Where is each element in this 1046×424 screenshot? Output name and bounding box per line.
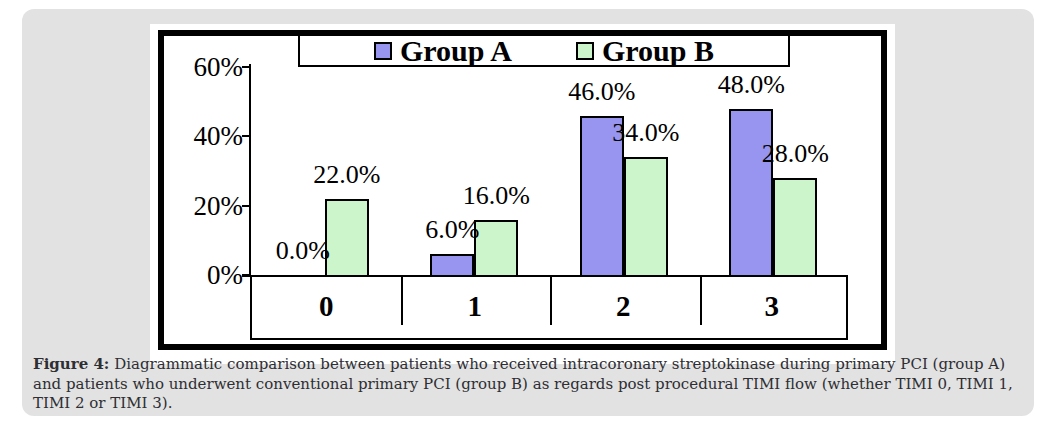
figure-caption: Figure 4: Diagrammatic comparison betwee… [33, 355, 1029, 414]
legend-label-group-b: Group B [602, 36, 714, 66]
category-separator [550, 275, 552, 325]
bar-group-b-cat-2 [624, 157, 668, 275]
y-axis-tick-label: 60% [164, 53, 243, 81]
x-category-cell: 3 [698, 275, 847, 338]
bar-group-a-cat-3 [729, 109, 773, 275]
group-b-swatch-icon [576, 42, 594, 60]
plot-region: 0% 20% 40% 60% 0.0% 6.0% 46.0% 48.0% 22.0% 16.0% 3… [164, 36, 881, 344]
legend-label-group-a: Group A [400, 36, 512, 66]
bar-value-label: 28.0% [730, 141, 860, 167]
x-category-label: 1 [468, 290, 483, 323]
x-axis-line [242, 275, 848, 277]
group-a-swatch-icon [374, 42, 392, 60]
x-axis-label-strip: 0 1 2 3 [250, 275, 848, 340]
x-category-label: 3 [765, 290, 780, 323]
bar-value-label: 6.0% [387, 217, 517, 243]
x-category-cell: 1 [401, 275, 550, 338]
legend-item-group-a: Group A [374, 36, 512, 66]
bar-group-a-cat-1 [430, 254, 474, 275]
legend-item-group-b: Group B [576, 36, 714, 66]
bar-value-label: 22.0% [282, 162, 412, 188]
bar-value-label: 48.0% [686, 72, 816, 98]
x-category-label: 2 [616, 290, 631, 323]
bar-value-label: 46.0% [537, 79, 667, 105]
y-axis-tick-label: 40% [164, 122, 243, 150]
caption-label: Figure 4: [33, 355, 109, 373]
caption-text: Diagrammatic comparison between patients… [33, 355, 1013, 412]
x-category-cell: 0 [252, 275, 401, 338]
chart-legend: Group A Group B [298, 36, 790, 67]
category-separator [401, 275, 403, 325]
bar-value-label: 34.0% [581, 120, 711, 146]
y-axis-tick-label: 20% [164, 192, 243, 220]
bar-group-b-cat-3 [773, 178, 817, 275]
x-category-label: 0 [319, 290, 334, 323]
y-axis-tick-label: 0% [164, 261, 243, 289]
x-category-cell: 2 [549, 275, 698, 338]
chart-canvas: Group A Group B 0% 20% 40% 60% 0.0% 6.0% 46.0%… [150, 24, 895, 364]
bar-value-label: 0.0% [238, 238, 368, 264]
figure-card: Group A Group B 0% 20% 40% 60% 0.0% 6.0% 46.0%… [22, 9, 1034, 416]
chart-frame: Group A Group B 0% 20% 40% 60% 0.0% 6.0% 46.0%… [158, 30, 887, 350]
chart-inner: Group A Group B 0% 20% 40% 60% 0.0% 6.0% 46.0%… [164, 36, 881, 344]
page: Group A Group B 0% 20% 40% 60% 0.0% 6.0% 46.0%… [0, 0, 1046, 424]
category-separator [700, 275, 702, 325]
bar-value-label: 16.0% [431, 183, 561, 209]
